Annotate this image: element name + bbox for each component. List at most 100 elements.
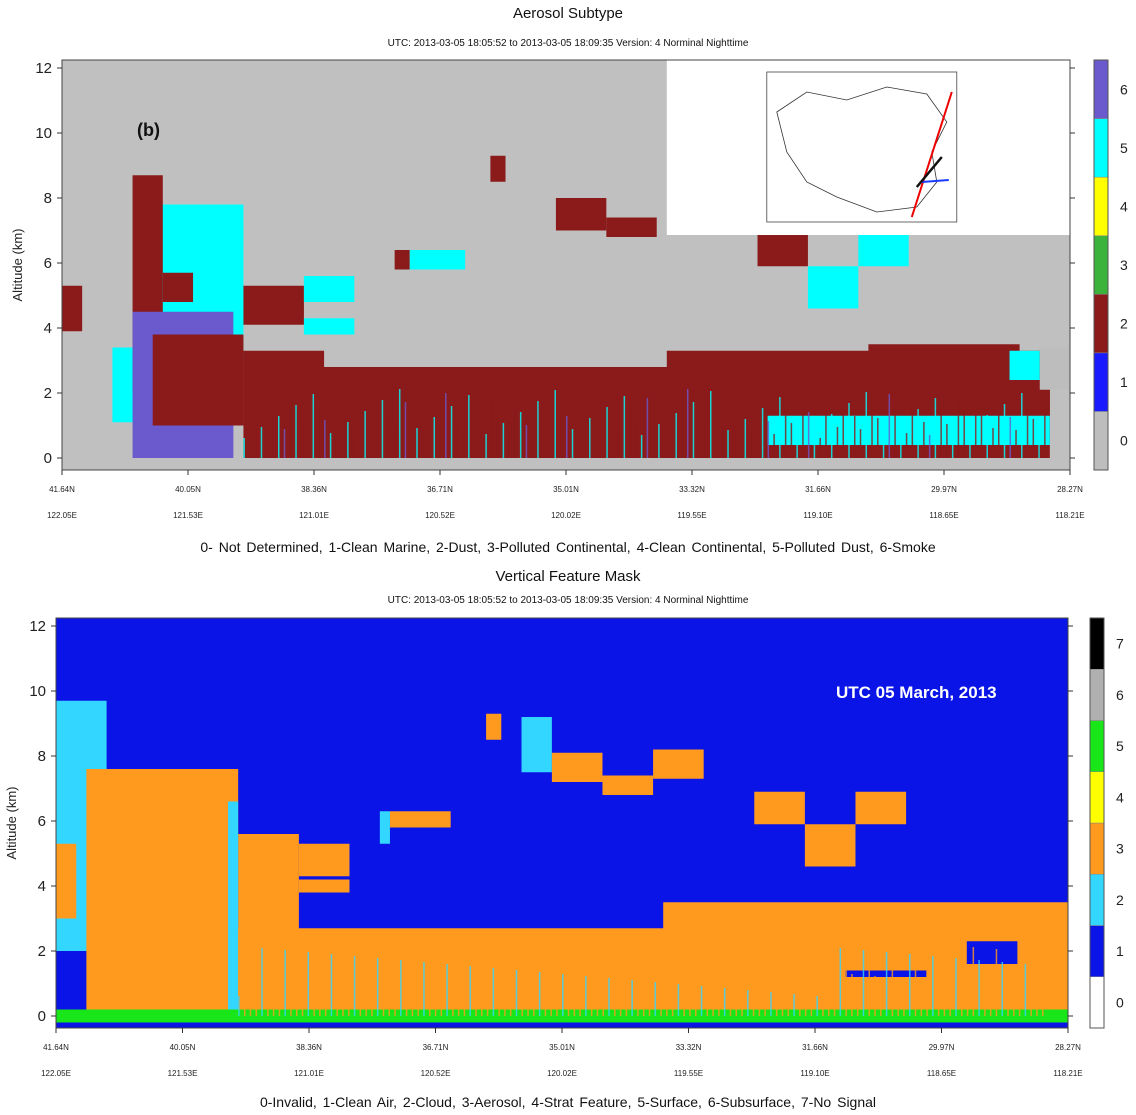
heatmap-streak	[908, 954, 911, 1016]
heatmap-streak	[704, 428, 706, 458]
heatmap-streak	[868, 963, 870, 1016]
heatmap-streak	[387, 413, 389, 458]
x-tick-label-lat: 31.66N	[802, 1043, 828, 1052]
heatmap-streak	[614, 991, 616, 1016]
heatmap-streak	[602, 965, 604, 1016]
y-tick-label: 0	[38, 1008, 46, 1025]
heatmap-streak	[571, 429, 574, 458]
colorbar-segment	[1089, 669, 1105, 721]
heatmap-streak	[1030, 977, 1032, 1016]
heatmap-block	[486, 713, 502, 740]
heatmap-block	[379, 811, 390, 844]
heatmap-streak	[301, 989, 304, 1016]
heatmap-streak	[666, 958, 668, 1016]
heatmap-streak	[940, 411, 942, 458]
colorbar-label: 0	[1120, 433, 1128, 449]
heatmap-streak	[243, 959, 246, 1016]
heatmap-streak	[723, 988, 726, 1016]
heatmap-block	[807, 266, 859, 309]
colorbar-label: 3	[1120, 257, 1128, 273]
heatmap-streak	[352, 435, 355, 458]
heatmap-streak	[646, 398, 649, 458]
y-tick-label: 8	[38, 748, 46, 765]
heatmap-streak	[914, 967, 917, 1016]
heatmap-streak	[544, 985, 547, 1016]
heatmap-streak	[619, 954, 622, 1016]
colorbar-label: 3	[1116, 841, 1124, 857]
heatmap-streak	[329, 433, 332, 458]
heatmap-block	[1009, 350, 1040, 380]
heatmap-streak	[538, 972, 541, 1016]
x-tick-label-lon: 121.53E	[168, 1069, 198, 1078]
heatmap-streak	[382, 971, 385, 1016]
colorbar-label: 6	[1116, 687, 1124, 703]
heatmap-streak	[926, 993, 928, 1016]
heatmap-streak	[839, 948, 842, 1016]
heatmap-streak	[600, 394, 603, 458]
heatmap-streak	[721, 417, 724, 458]
heatmap-streak	[519, 412, 522, 458]
heatmap-streak	[764, 979, 766, 1016]
colorbar-segment	[1089, 976, 1105, 1029]
heatmap-block	[551, 752, 603, 782]
heatmap-streak	[677, 984, 680, 1016]
heatmap-block	[606, 217, 657, 237]
colorbar-segment	[1089, 617, 1105, 670]
heatmap-streak	[796, 436, 798, 458]
heatmap-streak	[848, 403, 850, 458]
heatmap-streak	[450, 406, 453, 458]
heatmap-block	[228, 801, 239, 1016]
x-tick-label-lat: 38.36N	[296, 1043, 322, 1052]
heatmap-streak	[422, 391, 424, 458]
heatmap-streak	[810, 983, 813, 1016]
heatmap-streak	[606, 407, 608, 458]
heatmap-streak	[485, 434, 487, 458]
heatmap-streak	[767, 421, 770, 458]
x-tick-label-lat: 28.27N	[1057, 485, 1083, 494]
heatmap-streak	[486, 955, 489, 1016]
x-tick-label-lon: 118.21E	[1053, 1069, 1082, 1078]
heatmap-streak	[394, 947, 396, 1016]
colorbar-segment	[1093, 118, 1109, 178]
x-tick-label-lon: 118.65E	[929, 511, 958, 520]
heatmap-block	[394, 250, 410, 270]
heatmap-streak	[934, 398, 937, 458]
heatmap-streak	[405, 973, 408, 1016]
x-tick-label-lon: 118.65E	[927, 1069, 956, 1078]
heatmap-streak	[537, 401, 539, 458]
heatmap-streak	[433, 417, 436, 458]
panel-label: (b)	[137, 120, 160, 140]
heatmap-streak	[727, 430, 729, 458]
heatmap-block	[521, 717, 552, 773]
heatmap-streak	[475, 979, 477, 1016]
heatmap-streak	[393, 426, 395, 458]
heatmap-streak	[712, 962, 714, 1016]
heatmap-streak	[715, 404, 718, 458]
heatmap-streak	[375, 437, 378, 458]
heatmap-streak	[319, 978, 321, 1016]
heatmap-streak	[283, 429, 286, 458]
heatmap-streak	[370, 424, 372, 458]
legend-aerosol-subtypes: 0- Not Determined, 1-Clean Marine, 2-Dus…	[200, 539, 936, 555]
heatmap-streak	[963, 413, 965, 458]
heatmap-streak	[781, 968, 784, 1016]
y-tick-label: 4	[38, 878, 46, 895]
colorbar-label: 4	[1120, 198, 1128, 214]
x-tick-label-lon: 118.21E	[1055, 511, 1084, 520]
heatmap-streak	[652, 411, 654, 458]
heatmap-streak	[289, 392, 292, 458]
heatmap-streak	[695, 973, 697, 1016]
heatmap-streak	[608, 978, 610, 1016]
x-tick-label-lon: 119.55E	[677, 511, 706, 520]
colorbar-segment	[1093, 352, 1109, 412]
heatmap-streak	[986, 415, 988, 458]
heatmap-streak	[972, 947, 975, 1016]
y-tick-label: 2	[44, 385, 52, 402]
heatmap-streak	[589, 418, 591, 458]
heatmap-streak	[756, 395, 758, 458]
heatmap-streak	[353, 956, 356, 1016]
heatmap-streak	[1009, 417, 1012, 458]
heatmap-streak	[381, 400, 384, 458]
y-tick-label: 2	[38, 943, 46, 960]
heatmap-streak	[404, 402, 407, 458]
